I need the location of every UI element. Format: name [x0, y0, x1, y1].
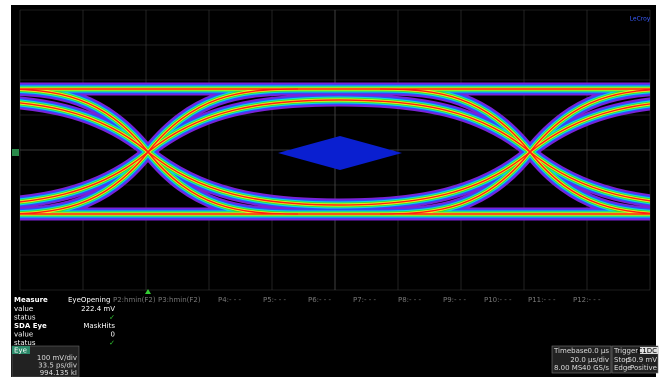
- eye-trace: [529, 89, 650, 153]
- row-value: ✓: [109, 314, 115, 322]
- trigger-channel: C1DC: [637, 347, 657, 355]
- row-label: value: [14, 305, 33, 313]
- parameter-slot: P9:- - -: [443, 296, 467, 304]
- trigger-marker: [145, 289, 151, 294]
- row-label: status: [14, 314, 36, 322]
- eye-trace: [147, 151, 531, 206]
- trigger-channel-bg: [640, 347, 658, 354]
- parameter-slot: P2:hmin(F2): [113, 296, 156, 304]
- row-label: value: [14, 331, 33, 339]
- timebase-delay: 0.0 µs: [588, 347, 610, 355]
- timebase-scale: 20.0 µs/div: [570, 356, 609, 364]
- measure-header: EyeOpening: [68, 296, 110, 304]
- trigger-slope: Positive: [630, 364, 657, 372]
- trace-info: 100 mV/div: [37, 354, 77, 362]
- row-value: ✓: [109, 339, 115, 347]
- timebase-box: [551, 345, 612, 374]
- parameter-slot: P10:- - -: [484, 296, 512, 304]
- sda-header: MaskHits: [83, 322, 115, 330]
- trace-title: Eye: [14, 347, 27, 355]
- row-label: status: [14, 339, 36, 347]
- eye-trace: [20, 151, 149, 203]
- eye-trace: [529, 103, 650, 153]
- parameter-slot: P5:- - -: [263, 296, 287, 304]
- trigger-level: -50.9 mV: [625, 356, 657, 364]
- eye-trace: [20, 88, 149, 153]
- eye-diagram: [20, 82, 650, 221]
- measurement-panel: Measure EyeOpening P2:hmin(F2) P3:hmin(F2) P…: [11, 296, 659, 378]
- eye-mask: [278, 136, 402, 170]
- parameter-slot: P8:- - -: [398, 296, 422, 304]
- trigger-label: Trigger: [613, 347, 638, 355]
- row-value: 222.4 mV: [81, 305, 115, 313]
- trigger-type: Edge: [614, 364, 632, 372]
- channel-marker: [12, 149, 19, 156]
- measure-header: Measure: [14, 296, 48, 304]
- eye-trace: [20, 102, 149, 153]
- parameter-slot: P3:hmin(F2): [158, 296, 201, 304]
- parameter-slot: P4:- - -: [218, 296, 242, 304]
- logo: LeCroy: [630, 16, 651, 23]
- timebase-samples: 8.00 MS: [554, 364, 583, 372]
- eye-trace: [20, 151, 149, 215]
- screen-background: [11, 5, 656, 377]
- row-value: 0: [111, 331, 115, 339]
- eye-trace: [529, 151, 650, 202]
- parameter-slot: P6:- - -: [308, 296, 332, 304]
- timebase-label: Timebase: [553, 347, 588, 355]
- trace-info: 33.5 ps/div: [38, 362, 77, 370]
- eye-trace: [147, 99, 531, 153]
- sda-header: SDA Eye: [14, 322, 47, 330]
- eye-trace: [529, 151, 650, 214]
- parameter-slot: P12:- - -: [573, 296, 601, 304]
- parameter-slot: P11:- - -: [528, 296, 556, 304]
- trigger-mode: Stop: [614, 356, 630, 364]
- parameter-slot: P7:- - -: [353, 296, 377, 304]
- trace-info: 994.135 kI: [40, 369, 77, 377]
- trace-tab: [12, 346, 30, 354]
- timebase-rate: 40 GS/s: [582, 364, 609, 372]
